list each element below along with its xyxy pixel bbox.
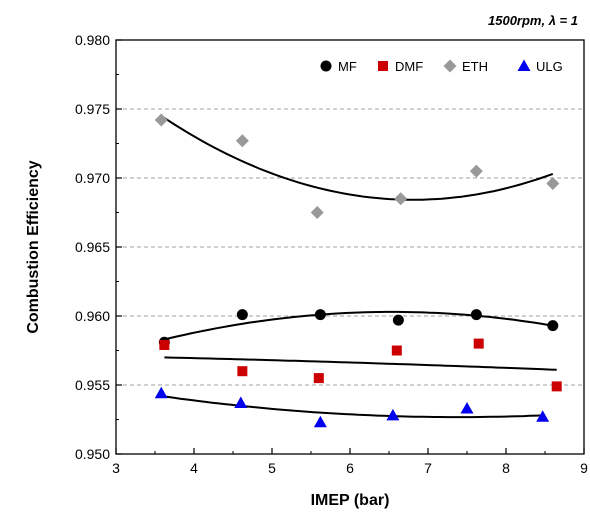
- legend: MF DMF ETH ULG: [320, 59, 563, 74]
- data-point-ulg: [536, 410, 550, 422]
- data-point-dmf: [159, 339, 170, 350]
- y-tick-label: 0.950: [75, 446, 110, 462]
- x-tick-label: 3: [112, 460, 120, 476]
- data-point-mf: [547, 320, 559, 332]
- data-point-dmf: [313, 373, 324, 384]
- data-point-ulg: [313, 415, 327, 428]
- data-point-dmf: [551, 381, 562, 392]
- data-point-eth: [469, 164, 483, 178]
- x-tick-label: 9: [580, 460, 588, 476]
- data-point-eth: [394, 192, 408, 206]
- x-tick-label: 8: [502, 460, 510, 476]
- legend-label-ulg: ULG: [536, 59, 563, 74]
- x-tick-label: 7: [424, 460, 432, 476]
- y-tick-label: 0.965: [75, 239, 110, 255]
- fit-curve-mf: [164, 310, 553, 341]
- x-axis-title: IMEP (bar): [311, 492, 390, 509]
- x-tick-label: 4: [190, 460, 198, 476]
- y-tick-label: 0.960: [75, 308, 110, 324]
- legend-label-mf: MF: [338, 59, 357, 74]
- data-point-mf: [470, 309, 482, 321]
- fit-curve-dmf: [164, 356, 557, 371]
- y-axis-title: Combustion Efficiency: [25, 160, 42, 333]
- legend-marker-dmf: [378, 61, 388, 71]
- grid-lines: [116, 108, 584, 386]
- legend-marker-mf: [320, 60, 332, 72]
- data-point-mf: [392, 314, 404, 326]
- data-point-eth: [235, 134, 249, 148]
- condition-annotation: 1500rpm, λ = 1: [488, 13, 578, 28]
- data-point-ulg: [154, 386, 168, 399]
- axis-ticks: 0.950 0.955 0.960 0.965 0.970 0.975 0.980 3 4 5 6 7…: [75, 32, 588, 476]
- data-point-dmf: [237, 366, 248, 377]
- y-tick-label: 0.980: [75, 32, 110, 48]
- data-markers: [154, 113, 562, 428]
- y-tick-label: 0.955: [75, 377, 110, 393]
- legend-label-dmf: DMF: [395, 59, 423, 74]
- x-tick-label: 6: [346, 460, 354, 476]
- y-tick-label: 0.975: [75, 101, 110, 117]
- data-point-mf: [314, 309, 326, 321]
- legend-marker-ulg: [517, 59, 531, 71]
- data-point-ulg: [234, 396, 248, 408]
- data-point-eth: [310, 206, 324, 219]
- x-tick-label: 5: [268, 460, 276, 476]
- data-point-dmf: [391, 345, 402, 356]
- data-point-dmf: [473, 338, 484, 349]
- data-point-mf: [236, 309, 248, 321]
- legend-label-eth: ETH: [462, 59, 488, 74]
- legend-marker-eth: [443, 59, 457, 73]
- data-point-eth: [154, 113, 168, 127]
- y-tick-label: 0.970: [75, 170, 110, 186]
- fit-curves: [160, 115, 557, 419]
- data-point-ulg: [460, 401, 474, 414]
- fit-curve-eth: [160, 115, 554, 201]
- data-point-ulg: [386, 408, 400, 421]
- data-point-eth: [546, 177, 560, 191]
- fit-curve-ulg: [161, 395, 543, 419]
